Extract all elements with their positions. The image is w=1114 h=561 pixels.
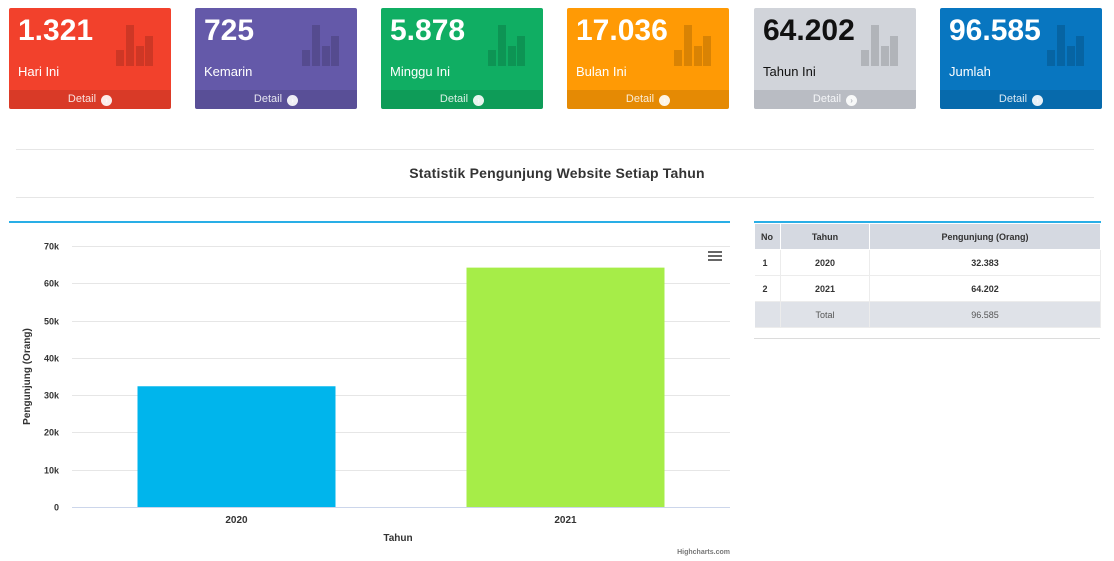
cell-empty: [754, 301, 781, 328]
stat-box-kemarin: 725 Kemarin Detail ›: [195, 8, 357, 109]
detail-label: Detail: [67, 93, 97, 105]
y-tick-label: 0: [54, 503, 59, 513]
chart-bars: [137, 267, 665, 507]
column-header-no: No: [754, 223, 781, 250]
column-header-tahun: Tahun: [780, 223, 870, 250]
visitor-table: No Tahun Pengunjung (Orang) 1 2020 32.38…: [754, 223, 1101, 328]
y-tick-label: 60k: [44, 279, 60, 289]
divider: [16, 149, 1094, 150]
cell-tahun: 2021: [780, 275, 870, 302]
stat-label: Minggu Ini: [390, 64, 450, 79]
y-tick-label: 20k: [44, 428, 60, 438]
chart-credits[interactable]: Highcharts.com: [677, 549, 730, 556]
y-axis-ticks: 0 10k 20k 30k 40k 50k 60k 70k: [44, 242, 60, 513]
table-row: 1 2020 32.383: [754, 249, 1101, 276]
stat-label: Hari Ini: [18, 64, 60, 79]
stat-box-hari-ini: 1.321 Hari Ini Detail ›: [9, 8, 171, 109]
y-tick-label: 10k: [44, 466, 60, 476]
detail-link-tahun-ini[interactable]: Detail ›: [754, 90, 916, 109]
stat-value: 64.202: [763, 14, 855, 47]
detail-link-kemarin[interactable]: Detail ›: [195, 90, 357, 109]
cell-total-value: 96.585: [869, 301, 1101, 328]
detail-label: Detail: [998, 93, 1028, 105]
detail-link-jumlah[interactable]: Detail ›: [940, 90, 1102, 109]
stat-box-minggu-ini: 5.878 Minggu Ini Detail ›: [381, 8, 543, 109]
visitor-bar-chart: 0 10k 20k 30k 40k 50k 60k 70k 2020 2021 Tahun Pe…: [22, 242, 730, 556]
divider: [16, 197, 1094, 198]
arrow-circle-right-icon: ›: [101, 95, 113, 106]
y-tick-label: 30k: [44, 391, 60, 401]
bar-chart-icon: [861, 25, 898, 66]
stat-value: 1.321: [18, 14, 94, 47]
detail-label: Detail: [439, 93, 469, 105]
stat-box-bulan-ini: 17.036 Bulan Ini Detail ›: [567, 8, 729, 109]
detail-link-hari-ini[interactable]: Detail ›: [9, 90, 171, 109]
divider: [754, 338, 1100, 339]
stat-value: 725: [204, 14, 255, 47]
x-tick-label: 2020: [225, 515, 248, 526]
bar-chart-icon: [116, 25, 153, 66]
cell-no: 1: [754, 249, 781, 276]
y-tick-label: 70k: [44, 242, 60, 252]
cell-no: 2: [754, 275, 781, 302]
x-axis-title: Tahun: [383, 533, 412, 544]
detail-label: Detail: [253, 93, 283, 105]
stat-label: Bulan Ini: [576, 64, 627, 79]
detail-label: Detail: [812, 93, 842, 105]
x-tick-label: 2021: [554, 515, 577, 526]
table-header-row: No Tahun Pengunjung (Orang): [754, 223, 1101, 250]
stat-label: Jumlah: [949, 64, 991, 79]
bar-chart-icon: [674, 25, 711, 66]
stat-value: 5.878: [390, 14, 466, 47]
stat-value: 96.585: [949, 14, 1041, 47]
detail-label: Detail: [625, 93, 655, 105]
bar-chart-icon: [488, 25, 525, 66]
y-tick-label: 40k: [44, 354, 60, 364]
cell-pengunjung: 32.383: [869, 249, 1101, 276]
y-axis-title: Pengunjung (Orang): [22, 328, 33, 425]
section-title: Statistik Pengunjung Website Setiap Tahu…: [409, 165, 705, 181]
stat-label: Kemarin: [204, 64, 253, 79]
bar-2021[interactable]: [466, 267, 665, 507]
stat-box-jumlah: 96.585 Jumlah Detail ›: [940, 8, 1102, 109]
cell-total-label: Total: [780, 301, 870, 328]
detail-link-bulan-ini[interactable]: Detail ›: [567, 90, 729, 109]
table-row: 2 2021 64.202: [754, 275, 1101, 302]
arrow-circle-right-icon: ›: [473, 95, 485, 106]
bar-chart-icon: [1047, 25, 1084, 66]
arrow-circle-right-icon: ›: [1032, 95, 1044, 106]
bar-2020[interactable]: [137, 386, 336, 507]
hamburger-menu-icon[interactable]: [708, 251, 722, 263]
chart-panel: [9, 221, 730, 561]
stat-value: 17.036: [576, 14, 668, 47]
arrow-circle-right-icon: ›: [846, 95, 858, 106]
table-total-row: Total 96.585: [754, 301, 1101, 328]
visitor-table-panel: No Tahun Pengunjung (Orang) 1 2020 32.38…: [754, 221, 1101, 328]
detail-link-minggu-ini[interactable]: Detail ›: [381, 90, 543, 109]
stat-label: Tahun Ini: [763, 64, 816, 79]
arrow-circle-right-icon: ›: [287, 95, 299, 106]
column-header-pengunjung: Pengunjung (Orang): [869, 223, 1101, 250]
arrow-circle-right-icon: ›: [659, 95, 671, 106]
stat-box-tahun-ini: 64.202 Tahun Ini Detail ›: [754, 8, 916, 109]
x-axis-ticks: 2020 2021: [225, 515, 577, 526]
bar-chart-icon: [302, 25, 339, 66]
cell-pengunjung: 64.202: [869, 275, 1101, 302]
y-tick-label: 50k: [44, 317, 60, 327]
cell-tahun: 2020: [780, 249, 870, 276]
